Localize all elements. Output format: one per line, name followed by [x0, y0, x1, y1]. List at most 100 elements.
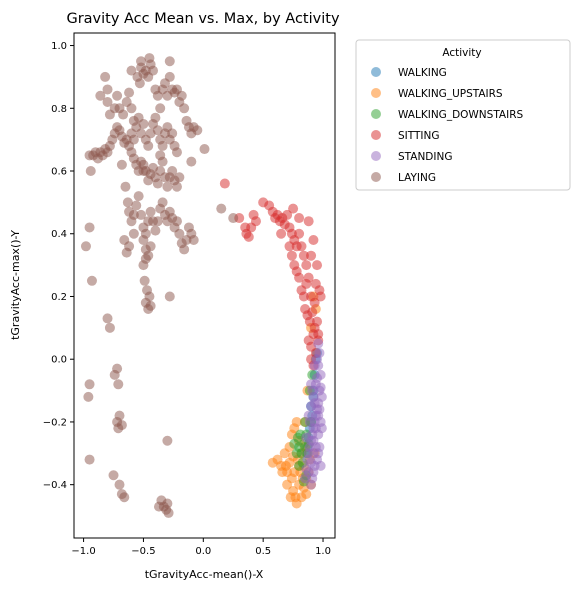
legend-label-walking-downstairs: WALKING_DOWNSTAIRS	[398, 109, 523, 121]
point-standing-47	[315, 460, 326, 471]
point-sitting-21	[286, 250, 297, 261]
point-sitting-29	[301, 260, 312, 271]
point-laying-0	[100, 71, 111, 82]
point-laying-90	[167, 166, 178, 177]
point-laying-54	[167, 128, 178, 139]
point-laying-98	[128, 209, 139, 220]
point-laying-169	[162, 435, 173, 446]
point-sitting-24	[294, 272, 305, 283]
point-laying-13	[134, 78, 145, 89]
legend-label-standing: STANDING	[398, 151, 452, 163]
y-axis-label: tGravityAcc-max()-Y	[9, 230, 22, 340]
point-sitting-58	[276, 228, 287, 239]
point-laying-138	[124, 241, 135, 252]
x-axis: −1.0 −0.5 0.0 0.5 1.0	[71, 538, 331, 557]
point-sitting-54	[313, 329, 324, 340]
series-standing	[300, 338, 327, 490]
point-laying-162	[119, 492, 130, 503]
point-standing-17	[315, 369, 326, 380]
point-sitting-33	[303, 272, 314, 283]
point-laying-127	[145, 241, 156, 252]
point-laying-92	[171, 181, 182, 192]
point-laying-95	[122, 197, 133, 208]
y-tick-label: 0.0	[51, 355, 67, 366]
legend-marker-sitting	[371, 130, 381, 140]
point-laying-22	[155, 103, 166, 114]
point-laying-151	[113, 379, 124, 390]
point-sitting-52	[312, 316, 323, 327]
point-laying-148	[104, 322, 115, 333]
point-laying-158	[84, 454, 95, 465]
point-sitting-49	[312, 260, 323, 271]
point-laying-145	[84, 222, 95, 233]
point-sitting-20	[284, 241, 295, 252]
point-laying-147	[102, 313, 113, 324]
point-laying-142	[138, 166, 149, 177]
point-standing-46	[313, 448, 324, 459]
point-laying-144	[80, 241, 91, 252]
point-laying-152	[84, 379, 95, 390]
x-tick-label: 1.0	[315, 546, 331, 557]
point-laying-123	[188, 235, 199, 246]
point-standing-18	[316, 391, 327, 402]
point-sitting-48	[308, 235, 319, 246]
x-tick-label: −0.5	[131, 546, 155, 557]
legend-items: WALKING WALKING_UPSTAIRS WALKING_DOWNSTAIR…	[371, 67, 523, 184]
point-walking-upstairs-24	[282, 479, 293, 490]
point-laying-105	[145, 206, 156, 217]
point-walking-upstairs-37	[280, 460, 291, 471]
point-sitting-28	[298, 250, 309, 261]
point-laying-9	[124, 87, 135, 98]
y-tick-label: 0.8	[51, 104, 67, 115]
x-tick-label: 0.0	[195, 546, 211, 557]
point-walking-upstairs-25	[285, 492, 296, 503]
point-laying-94	[120, 181, 131, 192]
point-laying-5	[112, 90, 123, 101]
point-laying-108	[152, 216, 163, 227]
legend-marker-walking	[371, 67, 381, 77]
point-laying-2	[102, 97, 113, 108]
point-laying-171	[192, 125, 203, 136]
point-laying-44	[143, 140, 154, 151]
point-sitting-57	[294, 213, 305, 224]
point-laying-175	[228, 213, 239, 224]
point-walking-downstairs-5	[289, 438, 300, 449]
point-laying-26	[164, 71, 175, 82]
point-laying-160	[114, 479, 125, 490]
point-laying-143	[155, 150, 166, 161]
x-axis-label: tGravityAcc-mean()-X	[145, 568, 264, 581]
legend-marker-laying	[371, 172, 381, 182]
point-laying-31	[176, 90, 187, 101]
point-laying-7	[118, 109, 129, 120]
point-sitting-38	[307, 307, 318, 318]
point-laying-157	[116, 420, 127, 431]
point-laying-93	[174, 172, 185, 183]
legend-title: Activity	[442, 47, 481, 59]
point-laying-107	[150, 225, 161, 236]
point-sitting-26	[294, 228, 305, 239]
legend-label-sitting: SITTING	[398, 130, 440, 142]
point-laying-1	[102, 84, 113, 95]
point-standing-42	[303, 410, 314, 421]
point-laying-140	[84, 150, 95, 161]
point-laying-173	[199, 144, 210, 155]
y-tick-label: 0.6	[51, 167, 67, 178]
point-laying-159	[108, 470, 119, 481]
point-laying-179	[164, 56, 175, 67]
point-standing-44	[307, 385, 318, 396]
legend-marker-standing	[371, 151, 381, 161]
point-laying-181	[116, 159, 127, 170]
point-laying-84	[152, 178, 163, 189]
point-sitting-55	[310, 278, 321, 289]
point-laying-129	[140, 253, 151, 264]
point-walking-downstairs-6	[291, 448, 302, 459]
point-laying-167	[163, 507, 174, 518]
point-standing-37	[315, 382, 326, 393]
point-laying-135	[145, 300, 156, 311]
legend-label-walking: WALKING	[398, 67, 447, 79]
point-sitting-0	[219, 178, 230, 189]
chart-title: Gravity Acc Mean vs. Max, by Activity	[66, 11, 339, 27]
point-laying-32	[179, 103, 190, 114]
y-axis: −0.4 −0.2 0.0 0.2 0.4 0.6 0.8 1.0	[43, 41, 74, 491]
point-laying-146	[86, 275, 97, 286]
